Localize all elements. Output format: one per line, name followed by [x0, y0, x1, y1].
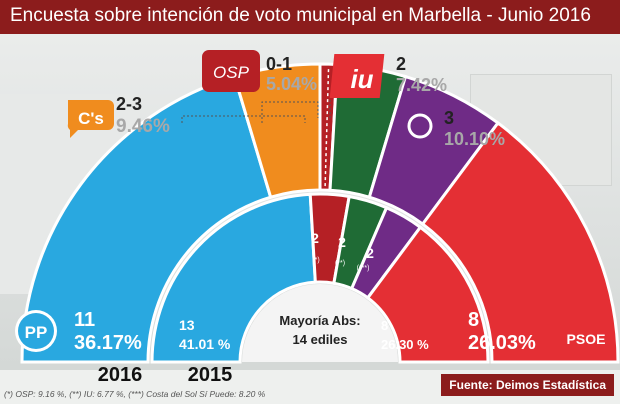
- psoe-pct-2015: 26.30 %: [381, 337, 429, 352]
- osp-logo: OSP: [202, 50, 260, 92]
- pp-seats-2016: 11: [74, 309, 95, 331]
- iu-seats-2016: 2: [396, 54, 406, 74]
- osp-connector: [261, 101, 319, 123]
- arc-2016-psoe: [420, 120, 620, 364]
- majority-value: 14 ediles: [293, 332, 348, 347]
- source-label: Fuente: Deimos Estadística: [441, 374, 614, 396]
- footnote: (*) OSP: 9.16 %, (**) IU: 6.77 %, (***) …: [4, 389, 266, 399]
- iu-seats-2015: 2: [338, 234, 346, 250]
- arc-2015-psoe: [365, 225, 490, 364]
- psoe-seats-2015: 8: [381, 318, 388, 333]
- psoe-logo: PSOE: [560, 318, 612, 356]
- year-label-2016: 2016: [98, 364, 143, 386]
- inner-ring-2015: [150, 192, 490, 364]
- pp-logo: PP: [15, 310, 57, 352]
- cs-logo: C's: [67, 100, 114, 138]
- year-label-2015: 2015: [188, 364, 233, 386]
- psoe-logo-text: PSOE: [567, 331, 606, 347]
- podemos-logo: [402, 110, 438, 142]
- cs-logo-text: C's: [78, 109, 104, 128]
- osp-logo-text: OSP: [213, 63, 250, 82]
- pp-seats-2015: 13: [179, 317, 195, 333]
- csp-seats-2015: 2: [366, 245, 374, 261]
- iu-mark-2015: (**): [335, 260, 345, 267]
- osp-seats-2016: 0-1: [266, 54, 292, 74]
- pp-logo-text: PP: [25, 323, 48, 342]
- outer-ring-2016: [20, 62, 620, 364]
- osp-mark-2015: (*): [312, 257, 319, 264]
- podemos-seats-2016: 3: [444, 108, 454, 128]
- page-title: Encuesta sobre intención de voto municip…: [10, 5, 591, 26]
- csp-mark-2015: (***): [357, 265, 370, 272]
- header-bar: Encuesta sobre intención de voto municip…: [0, 0, 620, 34]
- psoe-seats-2016: 8: [468, 309, 479, 331]
- pp-pct-2015: 41.01 %: [179, 336, 231, 352]
- psoe-pct-2016: 26.03%: [468, 332, 536, 354]
- iu-logo: iu: [329, 54, 385, 98]
- osp-pct-2016: 5.04%: [266, 74, 317, 94]
- pp-pct-2016: 36.17%: [74, 332, 142, 354]
- majority-label: Mayoría Abs:: [279, 313, 360, 328]
- cs-seats-2016: 2-3: [116, 94, 142, 114]
- majority-center: [242, 284, 398, 362]
- podemos-pct-2016: 10.10%: [444, 129, 505, 149]
- osp-seats-2015: 2: [311, 230, 319, 246]
- arc-2015-pp: [150, 192, 317, 364]
- iu-pct-2016: 7.42%: [396, 75, 447, 95]
- osp-uncertain-mark: [324, 68, 330, 187]
- cs-connector: [181, 115, 306, 123]
- cs-pct-2016: 9.46%: [116, 116, 170, 137]
- iu-logo-text: iu: [350, 64, 373, 94]
